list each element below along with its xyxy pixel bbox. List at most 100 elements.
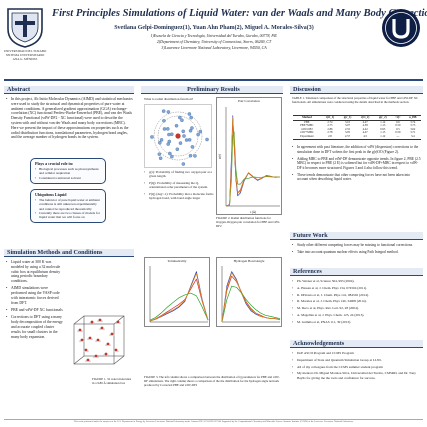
table-cell: 0.95	[380, 126, 386, 131]
particle	[190, 126, 194, 130]
hydrogen-atom	[80, 330, 83, 333]
table-row: vdW-DF2 2.86 2.55 4.42 0.95 0.5 3.62	[293, 126, 421, 132]
acknowledgements-list: DoE ASCII Program and CCMS Program Depar…	[292, 351, 422, 382]
ack-item: My mentors Dr. Miguel Morales-Silva, Uni…	[292, 371, 422, 380]
callout-title: Plays a crucial role in:	[35, 161, 74, 166]
particle	[198, 129, 203, 134]
header-rule	[4, 79, 423, 81]
logo-caption: UNIVERSIDAD DEL TURABO SISTEMA UNIVERSIT…	[3, 49, 47, 61]
table-cell: 3.4	[404, 134, 421, 140]
particle	[170, 154, 174, 159]
table-cell: PBE	[304, 119, 310, 124]
particle	[184, 138, 189, 142]
callout-crucial-role: Plays a crucial role in: Biological proc…	[30, 158, 106, 184]
particle	[180, 118, 184, 123]
particle	[166, 110, 171, 114]
hydrogen-atom	[118, 322, 121, 325]
particle	[159, 138, 164, 142]
table-cell: 2.57	[339, 134, 356, 140]
table-cell: 2.8	[320, 134, 340, 140]
particle	[196, 132, 200, 137]
table-header-cell: r(O_1)	[320, 115, 340, 121]
table-cell: vdW+MBC	[300, 130, 314, 135]
particle	[161, 109, 166, 113]
discussion-body: In agreement with past literature, the a…	[292, 145, 422, 184]
hydrogen-atom	[103, 354, 106, 357]
table-cell: 3.74	[410, 119, 416, 124]
table-cell: 1.14	[380, 119, 386, 124]
rdf-question: What is radial distribution function?	[144, 97, 194, 101]
oxygen-atom	[88, 336, 92, 340]
reference-item: A. Hassan et al, J. Chem. Phys 134, 0745…	[292, 286, 422, 291]
hydrogen-atom	[88, 360, 91, 363]
future-item: Study other different competing forces m…	[292, 243, 422, 248]
tetrahedrality-chart	[149, 266, 209, 323]
hydrogen-atom	[109, 334, 112, 337]
table-cell: 1.15	[380, 130, 386, 135]
series-line-3	[225, 131, 280, 207]
table-cell: 1.13	[380, 123, 386, 128]
series-line-3	[221, 285, 281, 323]
tetrahedrality-title: Tetrahedrality	[167, 259, 187, 263]
y-axis-label: g(r)	[218, 154, 222, 159]
poster-header: UNIVERSIDAD DEL TURABO SISTEMA UNIVERSIT…	[0, 0, 427, 80]
table-cell: 3.05	[345, 130, 351, 135]
hbond-angle-figure: Hydrogen Bond Angle	[216, 257, 282, 327]
hydrogen-atom	[82, 340, 85, 343]
definition-item: P(Q): Probability of measuring the Q, or…	[144, 181, 214, 189]
callout-item: The behavior of pure liquid water at amb…	[35, 198, 101, 211]
reference-item: R. Morales et al, J. Chem. Phys 140, 340…	[292, 299, 422, 304]
hydrogen-atom	[87, 338, 90, 341]
chart-axis	[149, 266, 208, 323]
particle	[188, 129, 193, 133]
hydrogen-atom	[92, 322, 95, 325]
oxygen-atom	[100, 326, 104, 330]
reference-item: M. Gumma et al, PNAS 111, 39 (2013).	[292, 320, 422, 325]
series-line-2	[149, 278, 209, 322]
particle	[187, 112, 192, 116]
table-cell: 2.55	[345, 126, 351, 131]
table-cell: 3.10	[345, 119, 351, 124]
poster-title: First Principles Simulations of Liquid W…	[52, 8, 427, 19]
table-row: PBE+MBC 2.75 3.07 4.38 1.13 0.59 3.75	[293, 124, 421, 128]
particle	[162, 127, 167, 131]
hydrogen-atom	[100, 320, 103, 323]
hydrogen-atom	[86, 350, 89, 353]
particle	[158, 141, 162, 145]
hydrogen-atom	[93, 356, 96, 359]
particle	[181, 162, 186, 166]
oxygen-atom	[94, 354, 98, 358]
series-line-1	[149, 271, 209, 322]
table-cell: 3.62	[410, 126, 416, 131]
table-cell: 0.5	[396, 126, 400, 131]
series-line-4	[221, 272, 281, 323]
methods-fig-caption: FIGURE 1. 32 water molecules in a 9.86 Å…	[92, 377, 132, 385]
particle	[168, 151, 172, 156]
hydrogen-atom	[105, 344, 108, 347]
fig2-caption: FIGURE 2. Radial distribution functions …	[216, 216, 281, 228]
tetrahedrality-figure: Tetrahedrality	[144, 257, 210, 327]
oxygen-atom	[98, 318, 102, 322]
hydrogen-atom	[115, 322, 118, 325]
rdf-schematic	[144, 104, 212, 168]
definition-item: g(r): Probability of finding two oxygen …	[144, 170, 214, 178]
particle	[150, 135, 154, 139]
particle	[178, 141, 183, 145]
hydrogen-atom	[89, 322, 92, 325]
fig3-caption: FIGURE 3. The left column shows a compar…	[144, 375, 280, 387]
table-cell: 4.42	[362, 126, 368, 131]
hydrogen-atom	[77, 330, 80, 333]
particle	[167, 139, 172, 144]
callout-title: Ubiquitous Liquid	[35, 192, 67, 197]
hydrogen-atom	[102, 328, 105, 331]
discussion-item: In agreement with past literature, the a…	[292, 145, 422, 154]
table-cell: 4.38	[362, 123, 368, 128]
oxygen-atom	[90, 320, 94, 324]
structural-properties-table: Method r(O_1) g(r_1) r(O_2) g(r_2) <Q> n_HB PB…	[293, 115, 421, 140]
callout-item: Currently there are two classes of model…	[35, 211, 101, 219]
particle	[178, 115, 182, 120]
pair-correlation-chart: r (Å) g(r)	[218, 107, 281, 214]
table-row: PBE 2.74 3.10 4.47 1.14 0.6 3.74	[293, 120, 421, 124]
table-cell: Experiment	[293, 134, 321, 140]
